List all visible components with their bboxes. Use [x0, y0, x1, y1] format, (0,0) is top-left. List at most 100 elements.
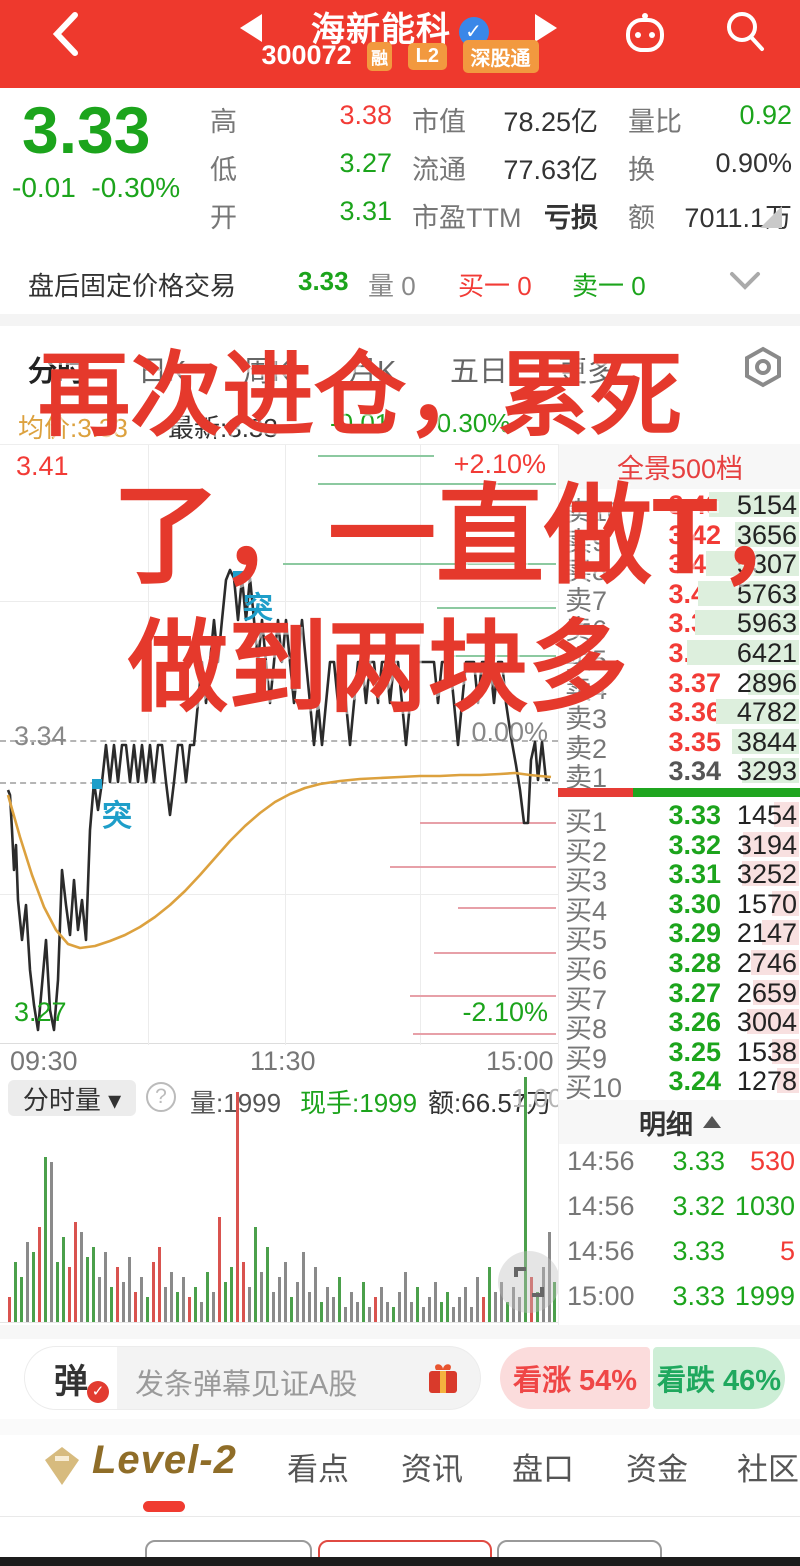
time-tick: 15:00: [486, 1046, 554, 1076]
price-curves: [6, 568, 552, 1032]
buy-levels: 买1 3.33 1454 买2 3.32 3194 买3 3.31 3252 买4 3.30 1570…: [559, 800, 800, 1104]
danmu-input[interactable]: 弹 ✓ 发条弹幕见证A股: [25, 1347, 480, 1409]
overlay-text-line: 再次进仓，累死: [38, 345, 683, 447]
volume-bar: [446, 1292, 449, 1322]
nav-community[interactable]: 社区: [737, 1452, 799, 1487]
sell-level-row[interactable]: 卖8 3.41 5307: [565, 549, 799, 587]
robot-assistant-icon[interactable]: [616, 2, 674, 60]
stat-label: 开: [210, 203, 237, 233]
signal-square-icon: [233, 571, 243, 581]
volume-bar: [122, 1282, 125, 1322]
buy-level-row[interactable]: 买9 3.25 1538: [565, 1036, 799, 1074]
nav-quote[interactable]: 盘口: [512, 1452, 574, 1487]
volume-bar: [494, 1292, 497, 1322]
sell-level-row[interactable]: 卖2 3.35 3844: [565, 726, 799, 764]
search-icon[interactable]: [716, 2, 774, 60]
buy-level-row[interactable]: 买4 3.30 1570: [565, 888, 799, 926]
nav-highlights[interactable]: 看点: [287, 1452, 349, 1487]
tab-daily-k[interactable]: 日K: [138, 356, 187, 388]
volume-bar: [398, 1292, 401, 1322]
intraday-chart[interactable]: 3.41 +2.10% 3.34 0.00% 3.27 -2.10% 突突: [0, 444, 558, 1045]
volume-bar: [98, 1277, 101, 1322]
prev-stock-icon[interactable]: [240, 14, 262, 42]
zero-pct-label: 0.00%: [471, 717, 548, 747]
volume-bar: [320, 1302, 323, 1322]
volume-bar: [74, 1222, 77, 1322]
chevron-down-icon[interactable]: [728, 270, 762, 292]
volume-bar: [248, 1287, 251, 1322]
afterhours-row[interactable]: 盘后固定价格交易 3.33 量 0 买一 0 卖一 0: [0, 250, 800, 312]
tab-more[interactable]: 更多: [558, 356, 617, 388]
volume-bar: [50, 1162, 53, 1322]
buy-level-row[interactable]: 买8 3.26 3004: [565, 1007, 799, 1045]
sell-level-row[interactable]: 卖7 3.40 5763: [565, 578, 799, 616]
volume-bar: [464, 1287, 467, 1322]
y-min-pct-label: -2.10%: [462, 997, 548, 1027]
volume-chart[interactable]: [0, 1077, 558, 1323]
detail-header[interactable]: 明细: [559, 1100, 800, 1144]
sell-order-line: [283, 563, 556, 565]
chart-settings-icon[interactable]: [742, 346, 784, 388]
volume-bar: [68, 1267, 71, 1322]
volume-bar: [260, 1272, 263, 1322]
sell-level-row[interactable]: 卖53.386421: [565, 637, 799, 675]
tab-intraday[interactable]: 分时: [28, 356, 87, 388]
buy-order-line: [420, 822, 556, 824]
gift-icon[interactable]: [424, 1359, 462, 1397]
back-icon[interactable]: [38, 6, 94, 62]
danmu-toggle[interactable]: 弹 ✓: [25, 1347, 117, 1409]
volume-bar: [170, 1272, 173, 1322]
expand-stats-icon[interactable]: [760, 206, 782, 228]
sell-level-row[interactable]: 卖4 3.37 2896: [565, 667, 799, 705]
tab-five-day[interactable]: 五日: [450, 356, 509, 388]
volume-bar: [86, 1257, 89, 1322]
tab-monthly-k[interactable]: 月K: [348, 356, 397, 388]
bullish-vote-button[interactable]: 看涨 54%: [500, 1347, 650, 1409]
sell-level-row[interactable]: 卖1 3.34 3293: [565, 756, 799, 794]
volume-bar: [38, 1227, 41, 1322]
trade-detail-row: 14:56 3.33 530: [567, 1146, 795, 1176]
volume-bar: [512, 1287, 515, 1322]
danmu-placeholder: 发条弹幕见证A股: [135, 1369, 358, 1401]
nav-news[interactable]: 资讯: [401, 1452, 463, 1487]
buy-level-row[interactable]: 买1 3.33 1454: [565, 800, 799, 837]
volume-bar: [392, 1307, 395, 1322]
bearish-vote-button[interactable]: 看跌 46%: [653, 1347, 785, 1409]
danmu-check-icon: ✓: [87, 1381, 109, 1403]
volume-bar: [26, 1242, 29, 1322]
buy-level-row[interactable]: 买5 3.29 2147: [565, 918, 799, 956]
volume-bar: [278, 1277, 281, 1322]
last-change: -0.01: [330, 408, 390, 438]
volume-bar: [440, 1302, 443, 1322]
volume-indicator-selector[interactable]: 分时量 ▾: [8, 1080, 136, 1116]
nav-level2[interactable]: Level-2: [92, 1438, 237, 1482]
tab-weekly-k[interactable]: 周K: [243, 356, 292, 388]
sell-level-row[interactable]: 卖63.395963: [565, 608, 799, 646]
help-icon[interactable]: ?: [146, 1082, 176, 1112]
collapse-triangle-icon: [703, 1116, 721, 1128]
sell-order-line: [318, 455, 434, 457]
buy-level-row[interactable]: 买2 3.32 3194: [565, 829, 799, 867]
sell-level-row[interactable]: 卖3 3.36 4782: [565, 697, 799, 735]
buy-level-row[interactable]: 买7 3.27 2659: [565, 977, 799, 1015]
signal-label: 突: [243, 592, 273, 625]
nav-funds[interactable]: 资金: [626, 1452, 688, 1487]
buy-level-row[interactable]: 买3 3.31 3252: [565, 859, 799, 897]
buy-level-row[interactable]: 买10 3.24 1278: [565, 1066, 799, 1104]
stat-value: 3.31: [339, 196, 392, 226]
volume-bar: [80, 1232, 83, 1322]
sell-level-row[interactable]: 卖9 3.42 3656: [565, 519, 799, 557]
app-header: 海新能科 ✓ 300072 融 L2 深股通: [0, 0, 800, 88]
buy-order-line: [434, 952, 556, 954]
buy-level-row[interactable]: 买6 3.28 2746: [565, 947, 799, 985]
bid-ask-ratio-bar: [558, 788, 800, 797]
sell-order-line: [448, 655, 556, 657]
volume-bar: [553, 1282, 556, 1322]
volume-bar: [296, 1282, 299, 1322]
time-tick: 09:30: [10, 1046, 78, 1076]
fullscreen-button[interactable]: [498, 1251, 560, 1313]
orderbook-title[interactable]: 全景500档: [559, 444, 800, 489]
sell-level-row[interactable]: 卖10 3.43 5154: [565, 490, 799, 527]
next-stock-icon[interactable]: [535, 14, 557, 42]
